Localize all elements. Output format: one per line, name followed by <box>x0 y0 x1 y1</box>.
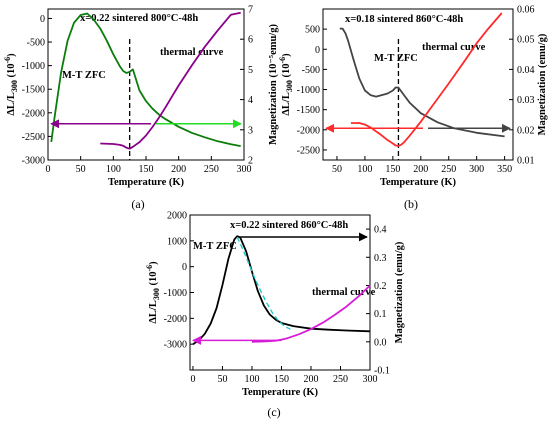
y-left-tick-label: -2500 <box>297 145 320 156</box>
y-left-tick-label: -2000 <box>297 125 320 136</box>
plot-frame <box>47 8 245 161</box>
y-left-tick-label: -2500 <box>22 132 45 143</box>
y-right-tick-label: 0.02 <box>517 125 535 136</box>
x-tick-label: 100 <box>357 164 372 175</box>
y-right-tick-label: 0.1 <box>374 309 387 320</box>
y-right-tick-label: 0.01 <box>517 156 535 167</box>
y-left-tick-label: -2000 <box>22 108 45 119</box>
y-right-tick-label: 5 <box>248 65 253 76</box>
y-right-axis-label: Magnetization (10⁻⁵emu/g) <box>268 24 279 145</box>
x-tick-label: 300 <box>469 164 484 175</box>
y-right-tick-label: 7 <box>248 5 253 16</box>
y-left-tick-label: -1000 <box>164 288 187 299</box>
y-left-tick-label: 1000 <box>167 236 187 247</box>
series-line-2 <box>100 11 241 150</box>
x-tick-label: 50 <box>76 164 86 175</box>
caption-c: (c) <box>267 405 280 419</box>
x-tick-label: 100 <box>106 164 121 175</box>
y-left-tick-label: 0 <box>315 45 320 56</box>
x-axis-label: Temperature (K) <box>380 177 457 188</box>
y-right-tick-label: 3 <box>248 125 253 136</box>
y-left-tick-label: -1000 <box>297 85 320 96</box>
annotation-mt-zfc: M-T ZFC <box>62 70 106 81</box>
y-left-tick-label: -500 <box>302 65 320 76</box>
series-line-1 <box>192 235 371 345</box>
y-right-tick-label: 0.03 <box>517 95 535 106</box>
plot-frame <box>322 8 514 161</box>
series-line-2 <box>350 12 503 147</box>
chart-title: x=0.22 sintered 800°C-48h <box>80 13 198 24</box>
y-right-axis-label: Magnetization (emu/g) <box>394 241 405 343</box>
x-tick-label: 0 <box>190 374 195 385</box>
y-right-tick-label: 0.05 <box>517 35 535 46</box>
series-line-1 <box>50 12 241 147</box>
series-line-1 <box>339 27 505 138</box>
annotation-thermal-curve: thermal curve <box>160 47 224 58</box>
chart-title: x=0.18 sintered 860°C-48h <box>345 14 463 25</box>
x-tick-label: 150 <box>274 374 289 385</box>
y-right-tick-label: 0.2 <box>374 281 387 292</box>
y-left-tick-label: -1500 <box>297 105 320 116</box>
annotation-thermal-curve: thermal curve <box>312 287 376 298</box>
annotation-thermal-curve: thermal curve <box>422 42 486 53</box>
y-right-tick-label: 0.0 <box>374 337 387 348</box>
y-right-tick-label: 6 <box>248 35 253 46</box>
y-left-axis-label: ΔL/L300 (10-6) <box>278 53 294 116</box>
chart-panel-1: 0 50 100 150 200 250 300 0 -500 -1000 -1500 -2000 -2… <box>3 5 279 189</box>
y-left-tick-label: -500 <box>27 38 45 49</box>
y-left-tick-label: -1000 <box>22 61 45 72</box>
y-right-tick-label: 0.06 <box>517 5 535 16</box>
chart-title: x=0.22 sintered 860°C-48h <box>230 220 348 231</box>
y-left-tick-label: -2000 <box>164 314 187 325</box>
series-line-3 <box>236 236 291 330</box>
chart-panel-3: 0 50 100 150 200 250 300 2000 1000 0 -1000 -2000 -30… <box>145 211 405 399</box>
y-left-axis-label: ΔL/L300 (10-6) <box>145 261 161 324</box>
annotation-mt-zfc: M-T ZFC <box>193 241 237 252</box>
x-tick-label: 50 <box>217 374 227 385</box>
x-tick-label: 200 <box>171 164 186 175</box>
y-right-tick-label: 2 <box>248 156 253 167</box>
x-tick-label: 0 <box>46 164 51 175</box>
x-tick-label: 100 <box>244 374 259 385</box>
x-tick-label: 250 <box>333 374 348 385</box>
y-left-tick-label: 0 <box>182 262 187 273</box>
x-tick-label: 200 <box>303 374 318 385</box>
y-right-tick-label: 0.4 <box>374 225 387 236</box>
y-left-tick-label: 2000 <box>167 211 187 222</box>
annotation-mt-zfc: M-T ZFC <box>374 53 418 64</box>
x-axis-label: Temperature (K) <box>242 387 319 398</box>
x-axis-label: Temperature (K) <box>108 177 185 188</box>
y-right-axis-label: Magnetization (emu/g) <box>537 33 548 135</box>
x-tick-label: 150 <box>385 164 400 175</box>
chart-panel-2: 50 100 150 200 250 300 350 500 0 -500 -1000 -1500 -2… <box>278 5 548 189</box>
y-right-tick-label: -0.1 <box>374 366 390 377</box>
x-tick-label: 250 <box>204 164 219 175</box>
y-left-tick-label: 500 <box>305 25 320 36</box>
x-tick-label: 150 <box>139 164 154 175</box>
y-right-tick-label: 0.3 <box>374 253 387 264</box>
y-left-tick-label: -1500 <box>22 85 45 96</box>
y-left-tick-label: -3000 <box>22 156 45 167</box>
y-left-axis-label: ΔL/L300 (10-6) <box>3 53 19 116</box>
x-tick-label: 350 <box>497 164 512 175</box>
y-left-tick-label: -3000 <box>164 340 187 351</box>
x-tick-label: 250 <box>441 164 456 175</box>
x-tick-label: 300 <box>363 374 378 385</box>
y-left-tick-label: 0 <box>40 14 45 25</box>
x-tick-label: 200 <box>413 164 428 175</box>
caption-a: (a) <box>131 197 144 211</box>
y-right-tick-label: 4 <box>248 95 253 106</box>
x-tick-label: 50 <box>332 164 342 175</box>
caption-b: (b) <box>404 197 418 211</box>
x-tick-label: 300 <box>237 164 252 175</box>
y-right-tick-label: 0.04 <box>517 65 535 76</box>
